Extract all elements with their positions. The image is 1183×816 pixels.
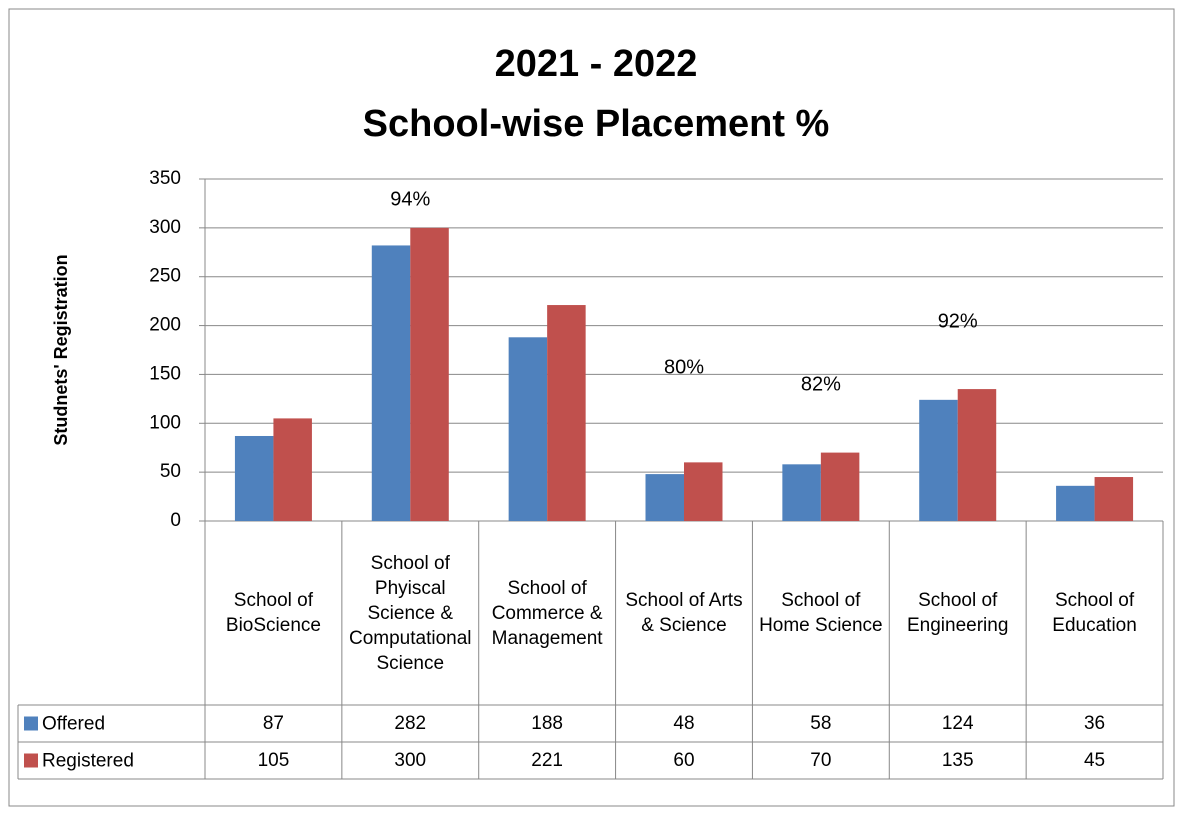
table-value: 48 (673, 713, 695, 734)
bar (782, 464, 821, 521)
bar (410, 227, 449, 521)
legend-swatch (24, 716, 38, 731)
x-tick-label: School of BioScience (225, 590, 321, 636)
chart-subtitle: School-wise Placement % (363, 103, 830, 145)
y-tick-label: 0 (170, 510, 181, 531)
annotation: 94% (390, 188, 430, 210)
table-value: 45 (1083, 750, 1106, 771)
bar (371, 245, 411, 521)
table-value: 221 (531, 750, 563, 771)
bar (547, 305, 586, 521)
table-value: 36 (1083, 713, 1106, 734)
table-value: 105 (257, 750, 290, 771)
bar (508, 337, 548, 521)
table-value: 87 (262, 713, 284, 734)
legend-swatch (24, 753, 38, 768)
legend-label: Offered (42, 714, 105, 735)
x-tick-label: School of Home Science (759, 590, 883, 636)
bar (820, 452, 860, 521)
table-value: 282 (394, 713, 427, 734)
table-value: 188 (531, 713, 563, 734)
legend-label: Registered (42, 751, 134, 772)
table-value: 124 (941, 713, 974, 734)
bar (684, 462, 723, 521)
annotation: 80% (664, 356, 704, 378)
y-tick-label: 50 (160, 461, 181, 482)
x-tick-label: School of Education (1052, 590, 1137, 636)
bar (645, 474, 684, 521)
x-tick-label: School of Engineering (906, 590, 1009, 636)
bar (919, 399, 958, 521)
bar (234, 435, 274, 521)
bar (1056, 485, 1095, 521)
x-tick-label: School of Phyiscal Science & Computation… (349, 552, 472, 674)
y-tick-label: 350 (149, 168, 181, 189)
y-axis-label: Studnets' Registration (51, 254, 71, 445)
x-tick-label: School of Arts & Science (625, 590, 743, 636)
table-value: 58 (810, 713, 832, 734)
chart-title: 2021 - 2022 (495, 43, 698, 85)
table-value: 60 (673, 750, 695, 771)
y-tick-label: 300 (149, 217, 181, 238)
x-tick-label: School of Commerce & Management (491, 577, 603, 649)
y-tick-label: 100 (149, 412, 181, 433)
annotation: 92% (938, 310, 978, 332)
y-tick-label: 200 (149, 315, 181, 336)
y-tick-label: 250 (149, 266, 181, 287)
bar (273, 418, 312, 521)
bar (1094, 477, 1134, 521)
table-value: 300 (394, 750, 427, 771)
table-value: 70 (810, 750, 832, 771)
y-tick-label: 150 (149, 363, 181, 384)
bar (957, 389, 997, 521)
table-value: 135 (941, 750, 974, 771)
annotation: 82% (801, 373, 841, 395)
